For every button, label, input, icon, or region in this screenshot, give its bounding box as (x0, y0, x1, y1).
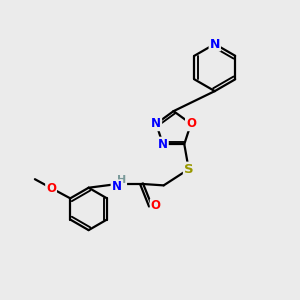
Text: H: H (117, 176, 126, 185)
Text: N: N (210, 38, 220, 50)
Text: N: N (158, 138, 168, 151)
Text: O: O (46, 182, 56, 194)
Text: S: S (184, 163, 194, 176)
Text: N: N (112, 180, 122, 194)
Text: O: O (186, 117, 196, 130)
Text: O: O (151, 200, 161, 212)
Text: N: N (151, 117, 161, 130)
